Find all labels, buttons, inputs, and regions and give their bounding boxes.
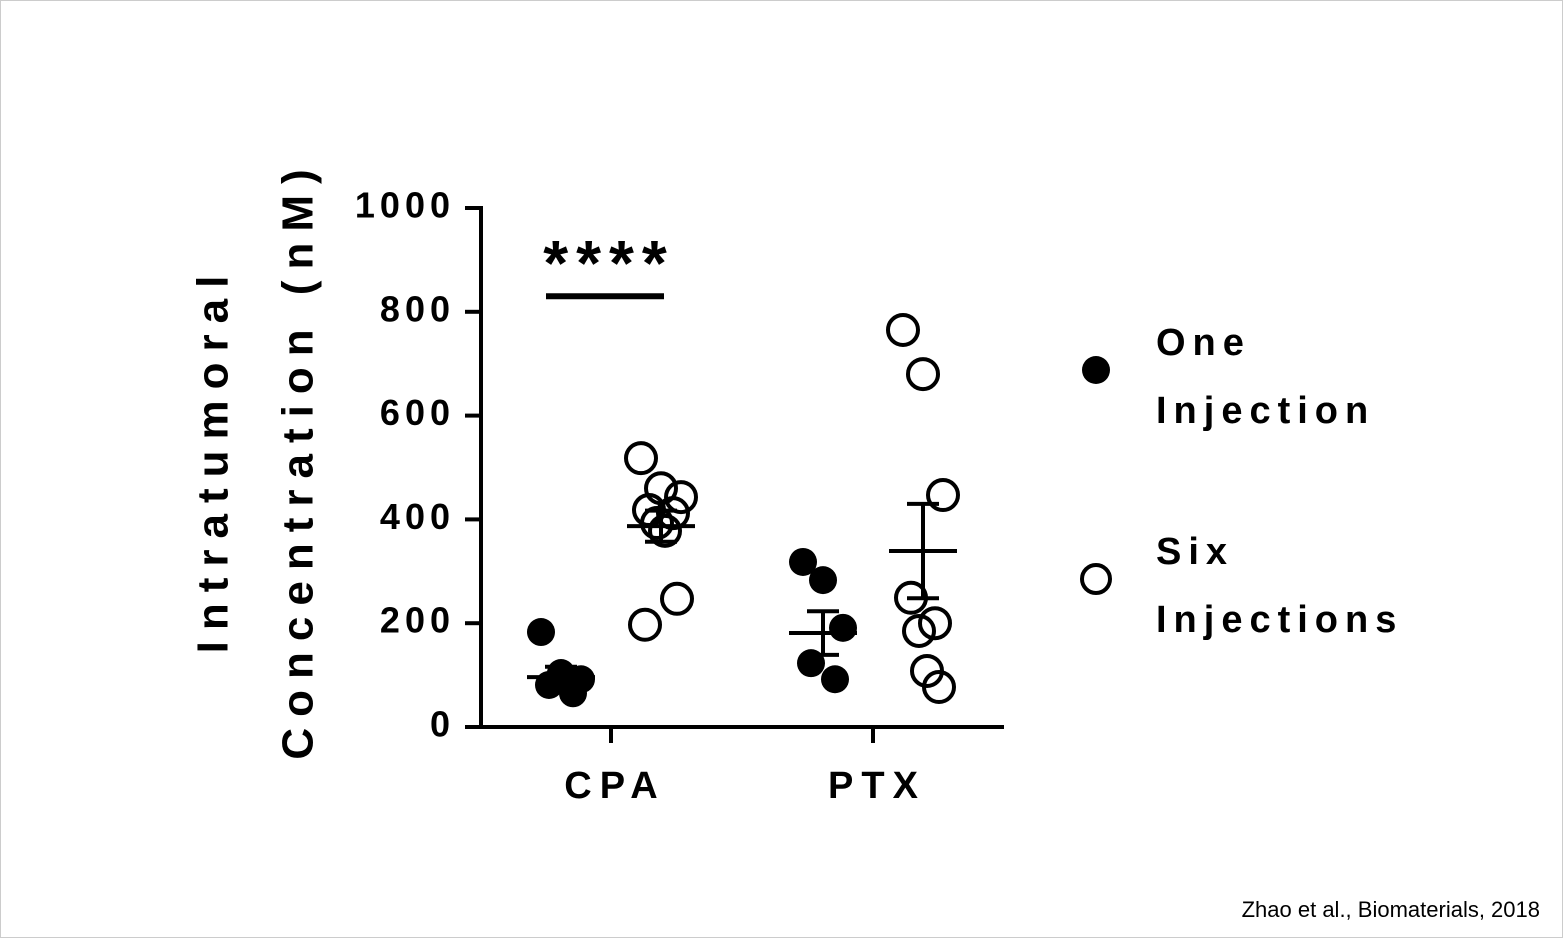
data-point [628, 607, 662, 642]
data-point [660, 581, 694, 616]
data-point [902, 613, 936, 648]
legend-label: One Injection [1156, 322, 1376, 432]
data-point [918, 606, 952, 641]
y-tick-label: 800 [380, 288, 455, 329]
y-tick-label: 1000 [355, 185, 455, 226]
data-point [829, 613, 857, 642]
y-tick-label: 400 [380, 496, 455, 537]
data-point [906, 357, 940, 392]
source: Zhao et al., Biomaterials, 2018 [1241, 897, 1540, 922]
data-point [789, 547, 817, 576]
y-axis-label: Intratumoral [189, 265, 238, 654]
y-tick-label: 200 [380, 600, 455, 641]
data-point [648, 513, 682, 548]
x-tick-label: CPA [564, 765, 665, 807]
data-point [821, 665, 849, 694]
x-tick-label: PTX [828, 765, 926, 807]
y-axis-label: Concentration (nM) [274, 158, 323, 759]
data-point [922, 670, 956, 705]
y-tick-label: 0 [430, 704, 455, 745]
data-point [886, 312, 920, 347]
data-point [527, 618, 555, 647]
legend-label: Six Injections [1156, 531, 1404, 641]
legend-marker [1082, 356, 1110, 384]
data-point [809, 566, 837, 595]
data-point [664, 480, 698, 515]
data-point [640, 506, 674, 541]
y-tick-label: 600 [380, 392, 455, 433]
data-point [559, 679, 587, 708]
data-point [926, 478, 960, 513]
significance-label: **** [543, 227, 675, 299]
data-point [624, 441, 658, 476]
data-point [535, 670, 563, 699]
legend-marker [1080, 563, 1112, 595]
